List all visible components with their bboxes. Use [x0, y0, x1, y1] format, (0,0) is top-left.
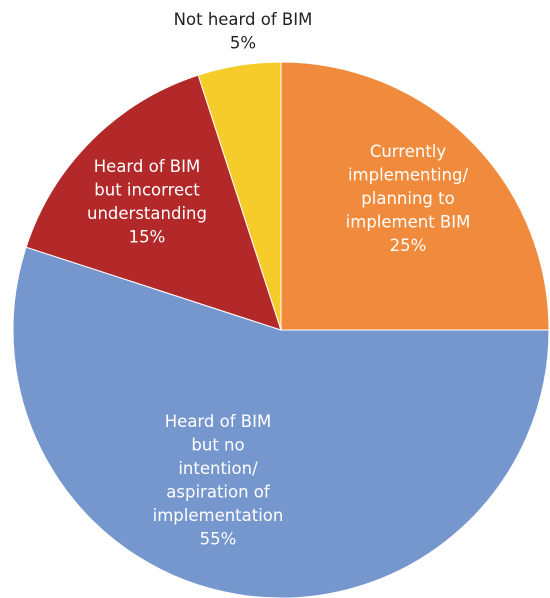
- slice-label-line: implement BIM: [346, 213, 471, 232]
- pie-labels: Currently implementing/planning to impleme…: [87, 10, 470, 549]
- pie-slice-label-1: Currently implementing/planning to impleme…: [346, 142, 471, 255]
- pie-slice-2: [12, 246, 550, 598]
- slice-label-line: aspiration of: [166, 483, 271, 502]
- slice-label-line: intention/: [178, 459, 258, 478]
- slice-label-line: implementing/: [348, 166, 469, 185]
- slice-value-label: 25%: [390, 236, 427, 255]
- slice-label-line: planning to: [361, 189, 454, 208]
- slice-label-line: Heard of BIM: [94, 157, 200, 176]
- slice-label-line: implementation: [153, 506, 284, 525]
- pie-slice-3: [25, 74, 282, 331]
- slice-label-line: Currently: [370, 142, 447, 161]
- slice-value-label: 15%: [129, 228, 166, 247]
- slice-value-label: 5%: [230, 34, 256, 53]
- pie-slice-4: [197, 61, 282, 331]
- pie-slices: [12, 61, 550, 598]
- slice-label-line: Heard of BIM: [165, 412, 271, 431]
- slice-label-line: understanding: [87, 204, 207, 223]
- slice-label-line: but no: [191, 436, 244, 455]
- pie-slice-label-3: Heard of BIM but incorrect understanding 15…: [87, 157, 207, 247]
- pie-slice-label-2: Heard of BIM but no intention/aspiration o…: [153, 412, 284, 549]
- slice-label-line: but incorrect: [94, 181, 200, 200]
- slice-label-line: Not heard of BIM: [174, 10, 313, 29]
- slice-value-label: 55%: [200, 530, 237, 549]
- pie-slice-1: [280, 61, 550, 331]
- pie-slice-label-4: Not heard of BIM 5%: [174, 10, 313, 53]
